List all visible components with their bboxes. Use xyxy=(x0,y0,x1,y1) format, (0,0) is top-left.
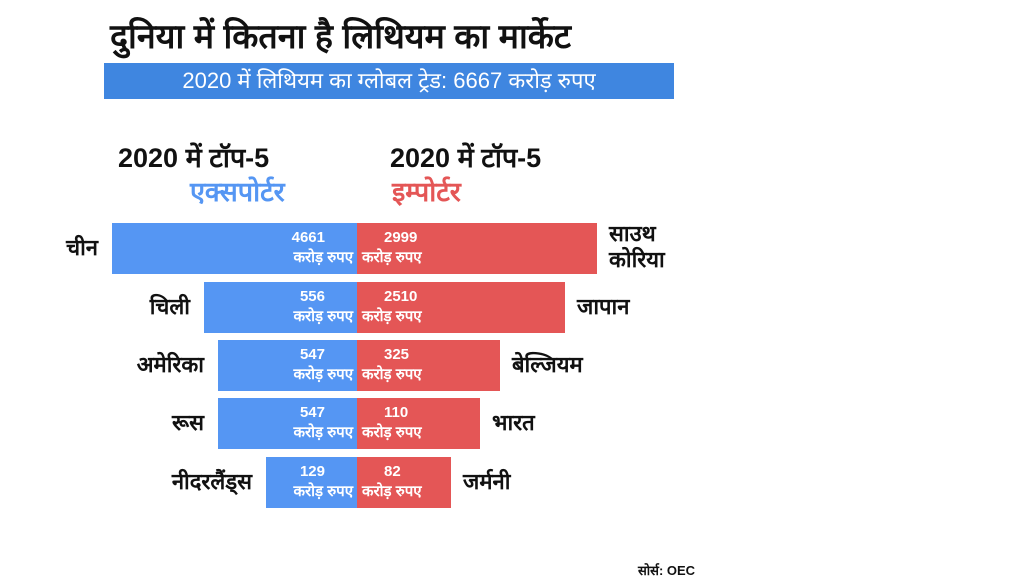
importer-value: 110 xyxy=(384,404,409,421)
exporter-unit: करोड़ रुपए xyxy=(293,424,353,441)
importer-bar: 110 करोड़ रुपए xyxy=(357,398,480,449)
source-note: सोर्स: OEC xyxy=(638,563,696,578)
importer-unit: करोड़ रुपए xyxy=(362,424,422,441)
exporters-heading: 2020 में टॉप-5 xyxy=(118,143,270,173)
exporter-value: 556 xyxy=(299,288,325,305)
importer-value: 2510 xyxy=(384,288,418,305)
importer-value: 325 xyxy=(384,346,410,363)
importer-bar: 2999 करोड़ रुपए xyxy=(357,223,597,274)
exporter-value: 4661 xyxy=(291,229,325,246)
importer-unit: करोड़ रुपए xyxy=(362,366,422,383)
exporter-country-label: रूस xyxy=(172,410,204,435)
exporter-country-label: नीदरलैंड्स xyxy=(171,469,252,494)
importer-bar: 82 करोड़ रुपए xyxy=(357,457,451,508)
exporter-bar: 556 करोड़ रुपए xyxy=(204,282,357,333)
importers-heading: 2020 में टॉप-5 xyxy=(390,143,542,173)
importer-country-label: भारत xyxy=(492,410,535,435)
exporter-unit: करोड़ रुपए xyxy=(293,366,353,383)
exporter-unit: करोड़ रुपए xyxy=(293,483,353,500)
importer-unit: करोड़ रुपए xyxy=(362,483,422,500)
exporter-bar: 547 करोड़ रुपए xyxy=(218,398,357,449)
importer-country-label: जर्मनी xyxy=(463,469,511,494)
importer-bar: 2510 करोड़ रुपए xyxy=(357,282,565,333)
importer-value: 82 xyxy=(384,463,401,480)
importer-unit: करोड़ रुपए xyxy=(362,249,422,266)
importer-value: 2999 xyxy=(384,229,418,246)
exporter-bar: 4661 करोड़ रुपए xyxy=(112,223,357,274)
importer-country-label: बेल्जियम xyxy=(512,352,583,377)
exporter-value: 547 xyxy=(299,404,325,421)
importers-label: इम्पोर्टर xyxy=(392,177,461,207)
exporter-value: 547 xyxy=(299,346,325,363)
exporter-country-label: अमेरिका xyxy=(136,352,204,377)
importer-bar: 325 करोड़ रुपए xyxy=(357,340,500,391)
exporters-label: एक्सपोर्टर xyxy=(190,177,285,207)
chart-title: दुनिया में कितना है लिथियम का मार्केट xyxy=(110,18,572,56)
exporter-country-label: चीन xyxy=(66,235,98,260)
exporter-bar: 547 करोड़ रुपए xyxy=(218,340,357,391)
exporter-country-label: चिली xyxy=(149,294,190,319)
exporter-value: 129 xyxy=(299,463,325,480)
importer-unit: करोड़ रुपए xyxy=(362,308,422,325)
exporter-unit: करोड़ रुपए xyxy=(293,308,353,325)
chart-subtitle: 2020 में लिथियम का ग्लोबल ट्रेड: 6667 कर… xyxy=(104,63,674,99)
exporter-bar: 129 करोड़ रुपए xyxy=(266,457,357,508)
importer-country-label: साउथ कोरिया xyxy=(609,221,665,272)
exporter-unit: करोड़ रुपए xyxy=(293,249,353,266)
importer-country-label: जापान xyxy=(577,294,630,319)
